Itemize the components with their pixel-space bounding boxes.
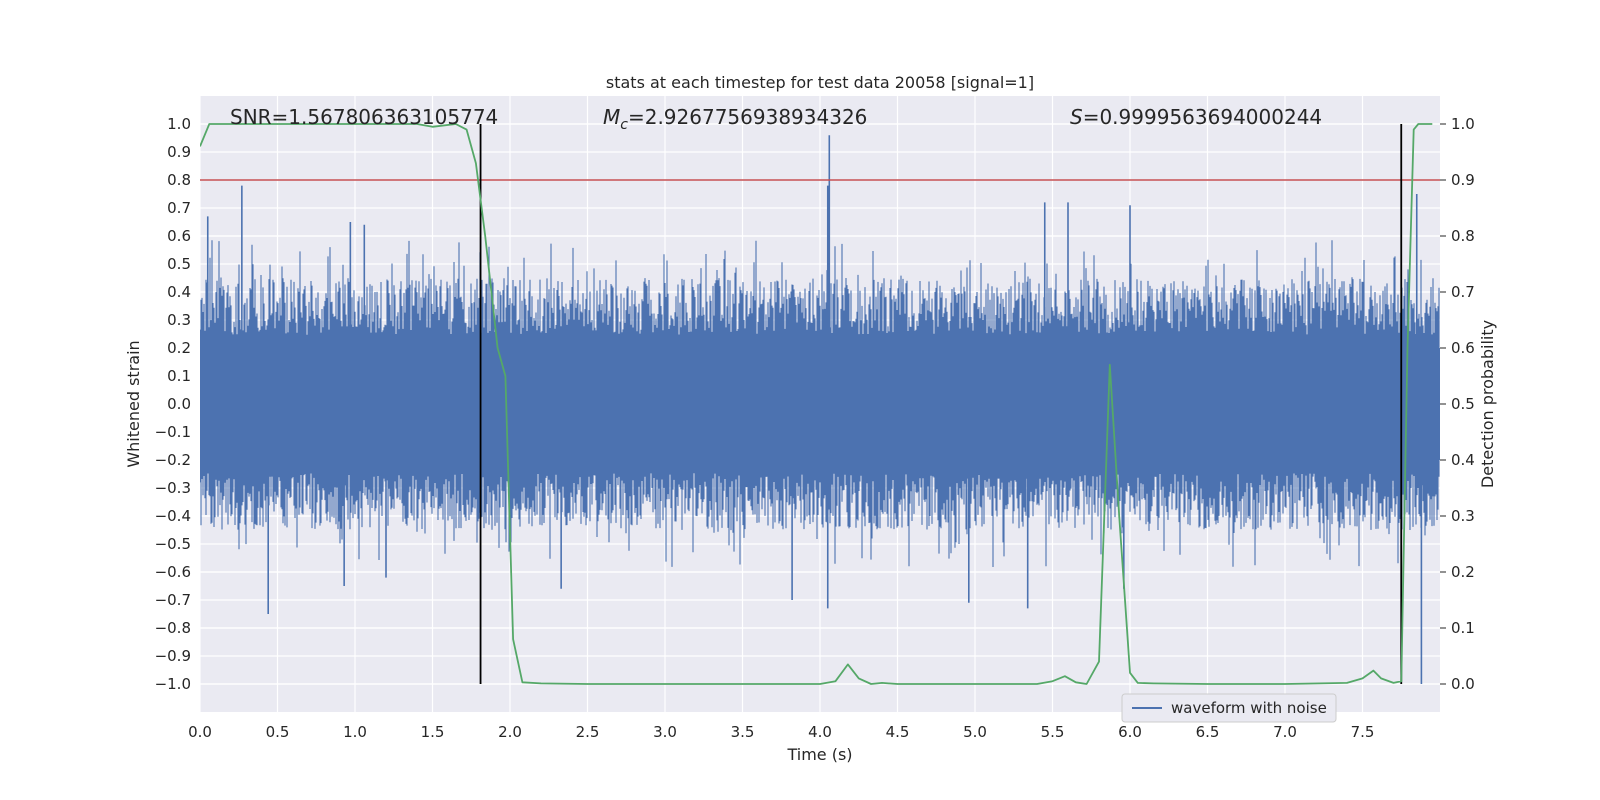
y2-tick-label: 0.6: [1451, 339, 1475, 357]
x-tick-label: 1.5: [421, 723, 445, 741]
x-tick-label: 0.5: [266, 723, 290, 741]
y2-axis-label: Detection probability: [1478, 320, 1497, 488]
detection-probability-line: [200, 123, 1433, 685]
y-tick-label: −0.4: [155, 507, 191, 525]
legend-box: [1121, 693, 1337, 723]
y-tick-label: 0.1: [167, 367, 191, 385]
chirp-mass-subscript: c: [620, 117, 628, 133]
y2-tick-label: 0.7: [1451, 283, 1475, 301]
waveform-core: [200, 348, 1440, 460]
y-axis-ticks: 1.0 0.9 0.8 0.7 0.6 0.5 0.4 0.3 0.2 0.1 0.0 −0.1 −0.…: [155, 115, 191, 693]
x-axis-ticks: 0.0 0.5 1.0 1.5 2.0 2.5 3.0 3.5 4.0 4.5 5.0 5.5 6.0 6…: [188, 723, 1374, 741]
x-tick-label: 4.5: [886, 723, 910, 741]
y-tick-label: 0.2: [167, 339, 191, 357]
x-tick-label: 0.0: [188, 723, 212, 741]
x-tick-label: 5.0: [963, 723, 987, 741]
x-axis-label: Time (s): [786, 745, 852, 764]
y2-tick-label: 0.3: [1451, 507, 1475, 525]
y-tick-label: −0.1: [155, 423, 191, 441]
y2-tick-label: 0.0: [1451, 675, 1475, 693]
y-tick-label: −1.0: [155, 675, 191, 693]
y-tick-label: −0.2: [155, 451, 191, 469]
chirp-mass-value: =2.9267756938934326: [628, 105, 867, 129]
y2-tick-label: 0.5: [1451, 395, 1475, 413]
x-tick-label: 3.5: [731, 723, 755, 741]
y2-tick-label: 0.4: [1451, 451, 1475, 469]
snr-annotation: SNR=1.567806363105774: [230, 105, 498, 129]
x-tick-label: 3.0: [653, 723, 677, 741]
y-axis-label: Whitened strain: [124, 340, 143, 467]
y2-tick-label: 1.0: [1451, 115, 1475, 133]
y-tick-label: 0.0: [167, 395, 191, 413]
x-tick-label: 2.0: [498, 723, 522, 741]
chirp-mass-annotation: Mc=2.9267756938934326: [603, 105, 867, 133]
x-tick-label: 1.0: [343, 723, 367, 741]
y-tick-label: 0.3: [167, 311, 191, 329]
x-tick-label: 5.5: [1041, 723, 1065, 741]
x-tick-label: 7.5: [1351, 723, 1375, 741]
chirp-mass-symbol: M: [603, 105, 620, 129]
y-tick-label: −0.8: [155, 619, 191, 637]
legend-label: waveform with noise: [1171, 699, 1327, 717]
x-tick-label: 6.0: [1118, 723, 1142, 741]
reference-lines: [200, 124, 1440, 684]
y-tick-label: 0.6: [167, 227, 191, 245]
s-symbol: S: [1070, 105, 1083, 129]
s-annotation: S=0.9999563694000244: [1070, 105, 1322, 129]
y-tick-label: −0.3: [155, 479, 191, 497]
y2-tick-label: 0.9: [1451, 171, 1475, 189]
y-tick-label: 0.5: [167, 255, 191, 273]
x-tick-label: 4.0: [808, 723, 832, 741]
y-tick-label: −0.5: [155, 535, 191, 553]
s-value: =0.9999563694000244: [1083, 105, 1322, 129]
y2-axis-ticks: 1.0 0.9 0.8 0.7 0.6 0.5 0.4 0.3 0.2 0.1 0.0: [1440, 115, 1475, 693]
x-tick-label: 7.0: [1273, 723, 1297, 741]
chart-title: stats at each timestep for test data 200…: [606, 73, 1034, 92]
y-tick-label: 0.7: [167, 199, 191, 217]
x-tick-label: 6.5: [1196, 723, 1220, 741]
y-tick-label: −0.7: [155, 591, 191, 609]
y2-tick-label: 0.8: [1451, 227, 1475, 245]
y2-tick-label: 0.1: [1451, 619, 1475, 637]
y-tick-label: 1.0: [167, 115, 191, 133]
y-tick-label: −0.6: [155, 563, 191, 581]
legend: waveform with noise: [1121, 693, 1337, 723]
y-tick-label: 0.9: [167, 143, 191, 161]
waveform-with-noise-series: [200, 135, 1440, 684]
y-tick-label: 0.8: [167, 171, 191, 189]
x-tick-label: 2.5: [576, 723, 600, 741]
y-tick-label: 0.4: [167, 283, 191, 301]
detection-probability-series: [200, 123, 1433, 685]
y-tick-label: −0.9: [155, 647, 191, 665]
y2-tick-label: 0.2: [1451, 563, 1475, 581]
